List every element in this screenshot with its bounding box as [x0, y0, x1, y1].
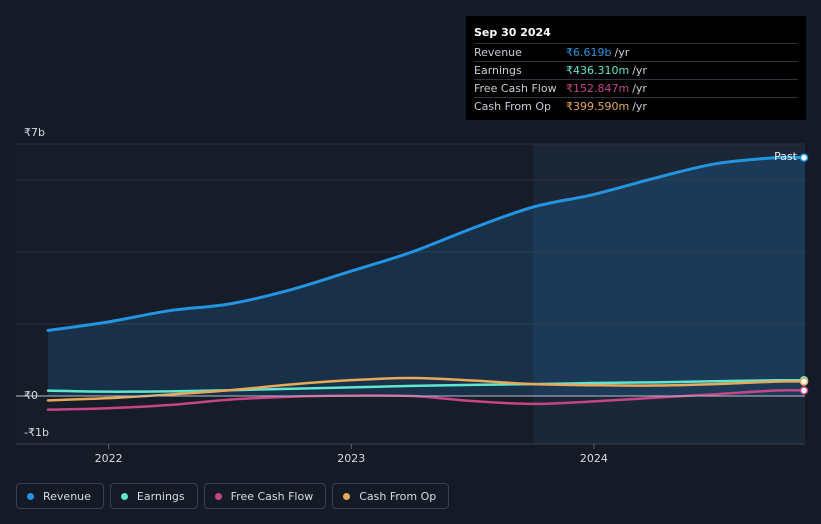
legend-label: Free Cash Flow	[230, 489, 314, 503]
series-line-earnings	[46, 378, 807, 393]
x-tick-label: 2023	[337, 452, 365, 465]
y-tick-label-zero: ₹0	[24, 389, 38, 402]
tooltip-row-unit: /yr	[614, 46, 630, 59]
series-line-free-cash-flow	[46, 388, 807, 411]
legend-label: Cash From Op	[359, 489, 437, 503]
y-tick-label-bottom: -₹1b	[24, 426, 49, 439]
series-lines	[46, 155, 807, 411]
tooltip-row-value: ₹436.310m	[566, 64, 630, 77]
x-axis-ticks: 2022 2023 2024	[95, 444, 608, 465]
series-line-cash-from-op	[46, 376, 807, 402]
legend-dot-icon	[214, 492, 222, 500]
legend-item-free-cash-flow[interactable]: Free Cash Flow	[203, 483, 327, 509]
legend-dot-icon	[343, 492, 351, 500]
tooltip-row-revenue: Revenue ₹6.619b /yr	[474, 43, 798, 61]
legend-item-revenue[interactable]: Revenue	[16, 483, 104, 509]
x-tick-label: 2024	[580, 452, 608, 465]
legend-label: Revenue	[43, 489, 91, 503]
past-label: Past	[774, 150, 798, 163]
end-marker-cash-from-op	[799, 377, 809, 386]
tooltip-row-label: Earnings	[474, 64, 522, 77]
legend-item-earnings[interactable]: Earnings	[109, 483, 198, 509]
y-tick-label-top: ₹7b	[24, 126, 45, 139]
tooltip-rows: Revenue ₹6.619b /yr Earnings ₹436.310m /…	[474, 43, 798, 115]
legend-item-cash-from-op[interactable]: Cash From Op	[332, 483, 450, 509]
hover-tooltip: Sep 30 2024 Revenue ₹6.619b /yr Earnings…	[466, 16, 806, 120]
tooltip-row-label: Free Cash Flow	[474, 82, 557, 95]
end-marker-free-cash-flow	[799, 386, 809, 395]
tooltip-row-unit: /yr	[632, 100, 647, 113]
chart-legend: Revenue Earnings Free Cash Flow Cash Fro…	[16, 483, 450, 509]
end-marker-revenue	[799, 153, 809, 162]
tooltip-row-label: Cash From Op	[474, 100, 552, 113]
tooltip-row-unit: /yr	[632, 82, 647, 95]
legend-label: Earnings	[136, 489, 185, 503]
series-end-markers	[799, 153, 809, 395]
tooltip-row-free-cash-flow: Free Cash Flow ₹152.847m /yr	[474, 79, 798, 97]
legend-dot-icon	[120, 492, 128, 500]
tooltip-date: Sep 30 2024	[474, 26, 551, 39]
tooltip-row-value: ₹6.619b	[566, 46, 612, 59]
tooltip-row-value: ₹152.847m	[566, 82, 630, 95]
revenue-area-fill	[48, 157, 805, 396]
past-region-shade	[533, 144, 805, 444]
x-tick-label: 2022	[95, 452, 123, 465]
legend-dot-icon	[27, 492, 34, 500]
tooltip-row-value: ₹399.590m	[566, 100, 630, 113]
tooltip-row-cash-from-op: Cash From Op ₹399.590m /yr	[474, 97, 798, 115]
tooltip-row-label: Revenue	[474, 46, 522, 59]
tooltip-row-earnings: Earnings ₹436.310m /yr	[474, 61, 798, 79]
tooltip-row-unit: /yr	[632, 64, 647, 77]
series-line-revenue	[46, 155, 807, 332]
